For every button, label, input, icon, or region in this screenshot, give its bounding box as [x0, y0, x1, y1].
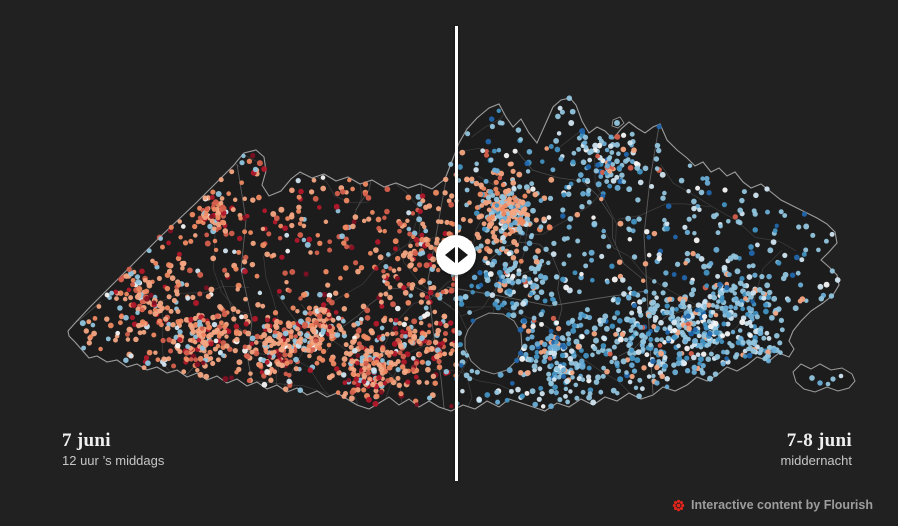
- flourish-flower-icon: [672, 499, 685, 512]
- report-dots: [79, 95, 844, 410]
- left-date-subtitle: 12 uur ’s middags: [62, 453, 165, 468]
- arrow-left-icon: [444, 247, 455, 263]
- arrow-right-icon: [457, 247, 468, 263]
- flourish-attribution-link[interactable]: Interactive content by Flourish: [672, 498, 873, 512]
- attribution-text: Interactive content by Flourish: [691, 498, 873, 512]
- comparison-slider-handle[interactable]: [436, 235, 476, 275]
- right-date-title: 7-8 juni: [786, 430, 852, 451]
- right-date-label: 7-8 juni middernacht: [780, 430, 852, 469]
- left-date-label: 7 juni 12 uur ’s middags: [62, 430, 165, 469]
- left-date-title: 7 juni: [62, 430, 111, 451]
- right-date-subtitle: middernacht: [780, 453, 852, 468]
- voeren-region: [792, 363, 856, 393]
